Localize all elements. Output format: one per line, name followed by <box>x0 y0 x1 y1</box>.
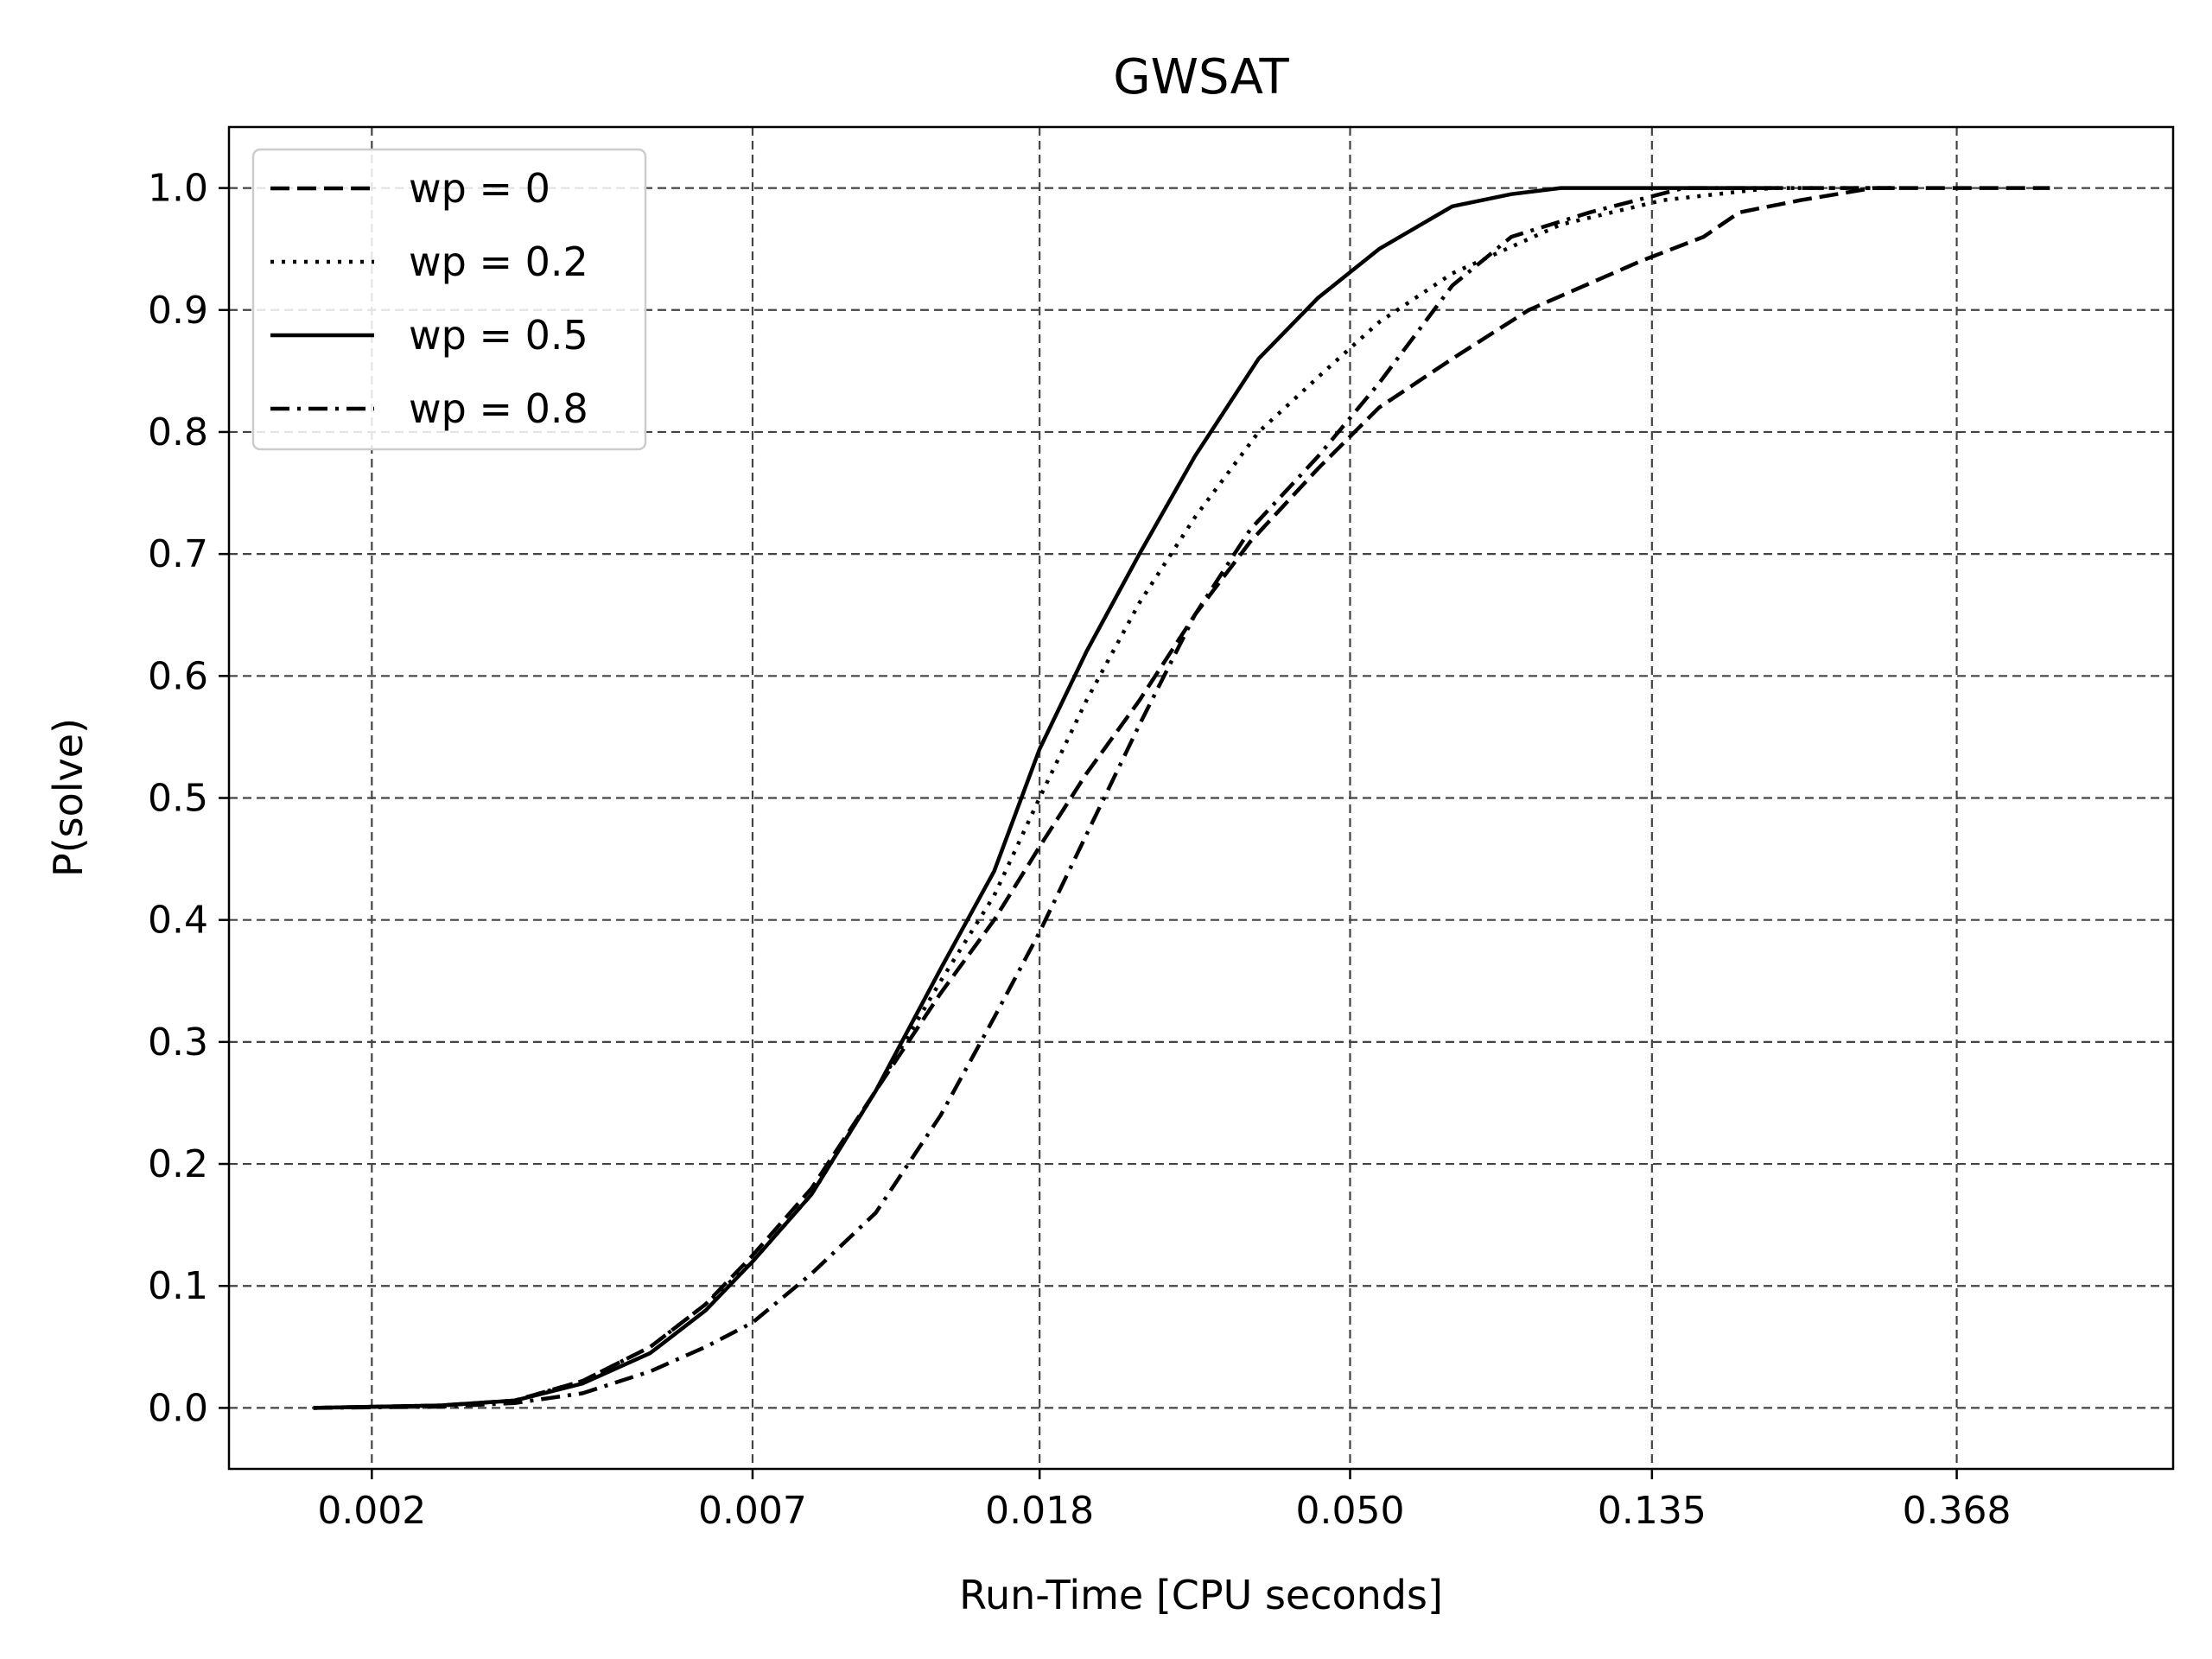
x-tick-label: 0.135 <box>1598 1489 1707 1533</box>
y-tick-label: 0.4 <box>148 899 208 943</box>
x-axis-label: Run-Time [CPU seconds] <box>959 1572 1443 1618</box>
x-tick-label: 0.007 <box>698 1489 807 1533</box>
y-tick-label: 0.6 <box>148 654 208 698</box>
y-tick-label: 0.7 <box>148 532 208 576</box>
y-axis-label: P(solve) <box>45 718 92 877</box>
y-tick-label: 1.0 <box>148 167 208 211</box>
legend-label: wp = 0.2 <box>409 238 588 285</box>
chart-title: GWSAT <box>1113 49 1289 105</box>
series-line <box>313 186 1895 1410</box>
y-tick-label: 0.2 <box>148 1142 208 1186</box>
x-tick-label: 0.368 <box>1903 1489 2012 1533</box>
legend-label: wp = 0.8 <box>409 385 588 432</box>
series-lines <box>313 186 2050 1410</box>
x-tick-label: 0.002 <box>317 1489 426 1533</box>
y-tick-label: 0.1 <box>148 1264 208 1308</box>
y-tick-label: 0.0 <box>148 1386 208 1430</box>
y-tick-label: 0.5 <box>148 777 208 821</box>
y-tick-label: 0.3 <box>148 1020 208 1065</box>
legend-label: wp = 0.5 <box>409 312 588 359</box>
legend-box <box>251 148 647 451</box>
legend: wp = 0 wp = 0.2 wp = 0.5 wp = 0.8 <box>251 148 647 451</box>
y-tick-label: 0.9 <box>148 289 208 333</box>
series-line <box>313 186 1772 1410</box>
axis-ticks: 0.0 0.1 0.2 0.3 0.4 0.5 0.6 0.7 0.8 0.9 1.0 0.002 0.… <box>148 167 2012 1533</box>
x-tick-label: 0.018 <box>985 1489 1094 1533</box>
legend-label: wp = 0 <box>409 165 550 212</box>
y-tick-label: 0.8 <box>148 410 208 454</box>
x-tick-label: 0.050 <box>1296 1489 1405 1533</box>
